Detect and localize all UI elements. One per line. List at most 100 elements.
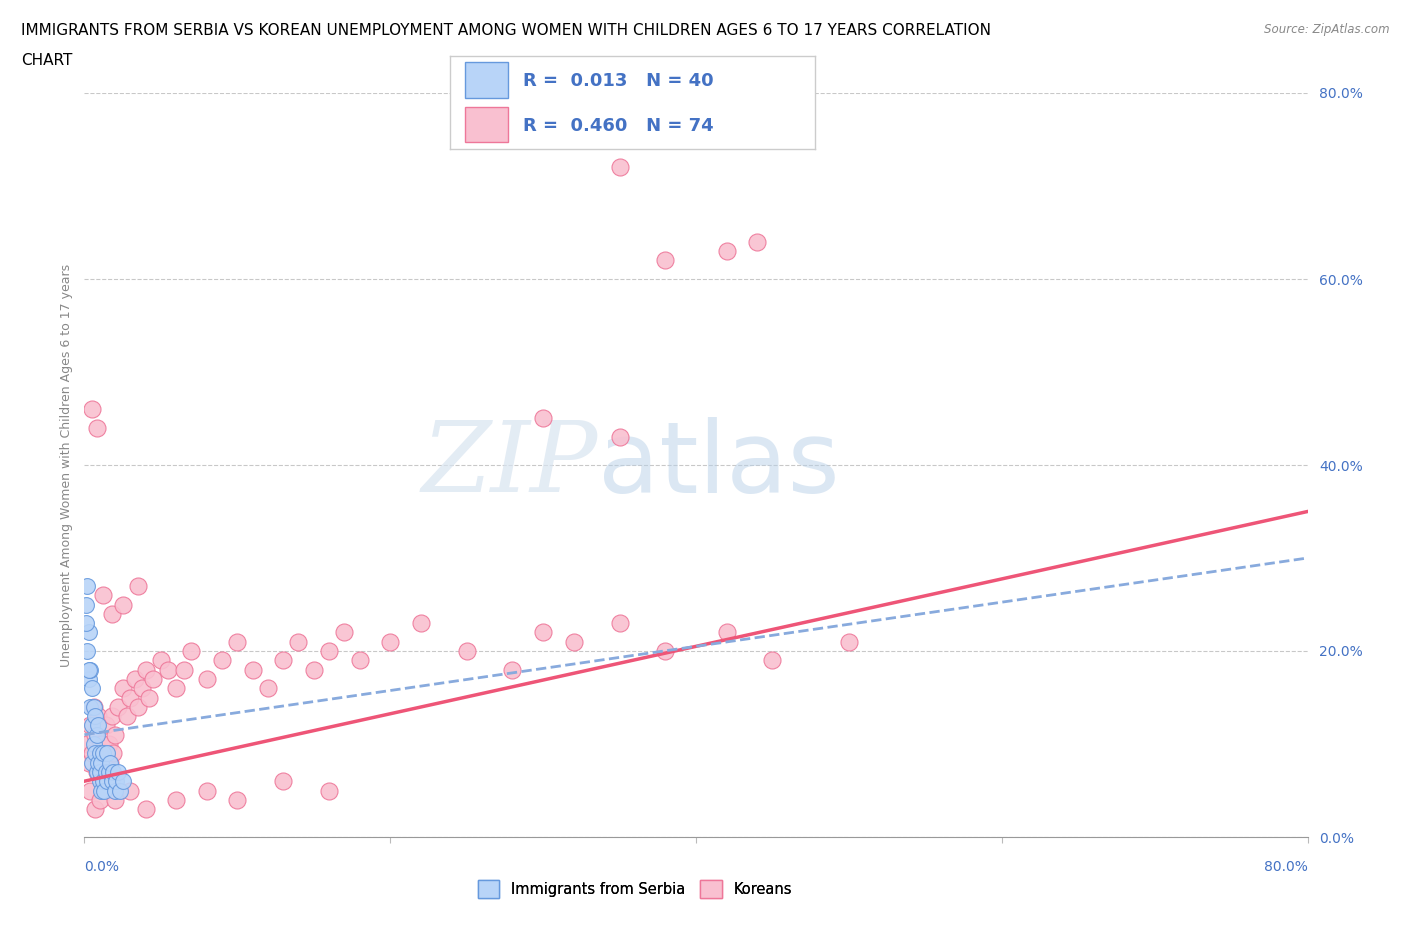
Point [101, 774, 124, 789]
Point [96, 746, 118, 761]
Text: CHART: CHART [21, 53, 73, 68]
Point [135, 662, 157, 677]
Text: 0.0%: 0.0% [84, 860, 120, 874]
Point [101, 606, 124, 621]
Point [80, 746, 103, 761]
Point [115, 709, 138, 724]
Point [83, 699, 105, 714]
Point [103, 746, 125, 761]
Text: ZIP: ZIP [422, 418, 598, 512]
Point [80, 681, 103, 696]
Point [716, 625, 738, 640]
Point [120, 690, 142, 705]
Point [138, 690, 160, 705]
Point [96, 774, 118, 789]
Point [98, 755, 121, 770]
Point [90, 783, 112, 798]
Point [111, 597, 134, 612]
Point [80, 755, 103, 770]
Point [142, 671, 165, 686]
Point [165, 792, 187, 807]
Point [111, 681, 134, 696]
Point [257, 681, 280, 696]
Point [654, 253, 676, 268]
Point [107, 764, 129, 779]
Point [90, 755, 112, 770]
Point [76, 578, 98, 593]
Point [89, 774, 111, 789]
Point [97, 764, 120, 779]
Point [120, 783, 142, 798]
Point [609, 430, 631, 445]
Point [90, 737, 112, 751]
Point [91, 588, 114, 603]
Point [96, 774, 118, 789]
Point [124, 671, 146, 686]
Point [157, 662, 180, 677]
Point [77, 662, 100, 677]
Point [502, 662, 524, 677]
Point [93, 746, 115, 761]
Point [104, 783, 127, 798]
Point [226, 792, 249, 807]
Text: R =  0.460   N = 74: R = 0.460 N = 74 [523, 116, 714, 135]
Point [94, 764, 117, 779]
Point [79, 699, 101, 714]
Point [84, 746, 107, 761]
Point [97, 737, 120, 751]
Point [562, 634, 585, 649]
Point [105, 774, 128, 789]
Point [86, 727, 108, 742]
Point [94, 718, 117, 733]
Point [87, 709, 110, 724]
Point [76, 737, 98, 751]
Point [75, 597, 97, 612]
FancyBboxPatch shape [464, 62, 509, 98]
Point [456, 644, 478, 658]
Point [271, 653, 294, 668]
Point [77, 625, 100, 640]
Point [83, 699, 105, 714]
Point [104, 727, 127, 742]
Point [149, 653, 172, 668]
Point [77, 671, 100, 686]
Point [86, 764, 108, 779]
Point [318, 644, 340, 658]
Point [271, 774, 294, 789]
Point [98, 755, 121, 770]
Point [127, 578, 149, 593]
Point [242, 662, 264, 677]
Point [380, 634, 402, 649]
Point [91, 774, 114, 789]
Text: IMMIGRANTS FROM SERBIA VS KOREAN UNEMPLOYMENT AMONG WOMEN WITH CHILDREN AGES 6 T: IMMIGRANTS FROM SERBIA VS KOREAN UNEMPLO… [21, 23, 991, 38]
Legend: Immigrants from Serbia, Koreans: Immigrants from Serbia, Koreans [472, 874, 797, 904]
Point [287, 634, 309, 649]
Point [716, 244, 738, 259]
Point [87, 718, 110, 733]
Point [86, 764, 108, 779]
Point [84, 709, 107, 724]
Point [195, 783, 218, 798]
Point [79, 718, 101, 733]
Point [93, 783, 115, 798]
Point [531, 625, 554, 640]
Point [747, 234, 769, 249]
Point [180, 644, 202, 658]
Point [84, 727, 107, 742]
Point [91, 746, 114, 761]
Point [76, 644, 98, 658]
FancyBboxPatch shape [464, 107, 509, 142]
Point [127, 699, 149, 714]
Point [838, 634, 860, 649]
Text: R =  0.013   N = 40: R = 0.013 N = 40 [523, 72, 714, 90]
Text: atlas: atlas [598, 417, 839, 513]
Point [654, 644, 676, 658]
Point [409, 616, 432, 631]
Point [349, 653, 371, 668]
Y-axis label: Unemployment Among Women with Children Ages 6 to 17 years: Unemployment Among Women with Children A… [60, 263, 73, 667]
Point [77, 755, 100, 770]
Text: 80.0%: 80.0% [1264, 860, 1308, 874]
Point [96, 764, 118, 779]
Point [318, 783, 340, 798]
Point [80, 718, 103, 733]
